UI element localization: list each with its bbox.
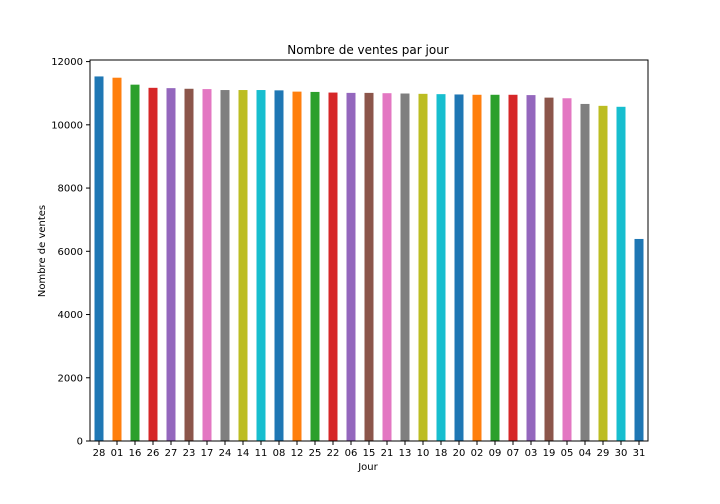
bar-13 [400, 93, 410, 441]
bar-18 [436, 94, 446, 442]
x-tick-label: 09 [489, 448, 502, 459]
x-tick-label: 08 [273, 448, 286, 459]
x-tick-label: 12 [291, 448, 304, 459]
bar-31 [634, 238, 644, 441]
x-tick-label: 22 [327, 448, 340, 459]
bar-19 [544, 97, 554, 441]
x-ticks-group: 28 01 16 26 27 23 17 24 14 11 08 12 25 22 06 15 21 13 10 18… [93, 441, 646, 459]
x-tick-label: 28 [93, 448, 106, 459]
x-tick-label: 20 [453, 448, 466, 459]
x-tick-label: 11 [255, 448, 268, 459]
x-tick-label: 05 [561, 448, 574, 459]
y-tick-label: 2000 [58, 373, 83, 384]
bar-15 [364, 92, 374, 441]
bar-06 [346, 92, 356, 441]
y-tick-label: 8000 [58, 184, 83, 195]
x-tick-label: 13 [399, 448, 412, 459]
y-tick-label: 6000 [58, 247, 83, 258]
plot-frame [89, 59, 649, 442]
bar-03 [526, 95, 536, 442]
bar-07 [508, 94, 518, 441]
x-tick-label: 24 [219, 448, 232, 459]
bar-10 [418, 93, 428, 441]
y-tick-label: 4000 [58, 310, 83, 321]
bar-16 [130, 84, 140, 442]
bar-04 [580, 103, 590, 442]
x-tick-label: 30 [615, 448, 628, 459]
bar-02 [472, 94, 482, 441]
bar-27 [166, 88, 176, 441]
bar-20 [454, 94, 464, 441]
bar-12 [292, 91, 302, 441]
x-tick-label: 31 [633, 448, 646, 459]
x-tick-label: 18 [435, 448, 448, 459]
y-tick-label: 12000 [51, 57, 83, 68]
x-tick-label: 15 [363, 448, 376, 459]
x-tick-label: 03 [525, 448, 538, 459]
bar-01 [112, 77, 122, 441]
y-axis-label: Nombre de ventes [37, 205, 48, 297]
x-tick-label: 01 [111, 448, 124, 459]
y-ticks-group: 0 2000 4000 6000 8000 10000 12000 [51, 57, 90, 448]
x-tick-label: 23 [183, 448, 196, 459]
x-tick-label: 21 [381, 448, 394, 459]
x-tick-label: 19 [543, 448, 556, 459]
bar-26 [148, 87, 158, 441]
x-tick-label: 16 [129, 448, 142, 459]
y-tick-label: 0 [77, 437, 83, 448]
bar-24 [220, 90, 230, 441]
x-tick-label: 04 [579, 448, 592, 459]
x-tick-label: 17 [201, 448, 214, 459]
x-tick-label: 06 [345, 448, 358, 459]
bar-08 [274, 90, 284, 442]
bar-22 [328, 92, 338, 441]
x-tick-label: 07 [507, 448, 520, 459]
bar-29 [598, 105, 608, 442]
bar-05 [562, 98, 572, 442]
x-tick-label: 26 [147, 448, 160, 459]
x-tick-label: 02 [471, 448, 484, 459]
x-tick-label: 29 [597, 448, 610, 459]
x-tick-label: 10 [417, 448, 430, 459]
y-tick-label: 10000 [51, 120, 83, 131]
x-tick-label: 14 [237, 448, 250, 459]
bar-14 [238, 90, 248, 441]
chart-title: Nombre de ventes par jour [287, 43, 449, 57]
bars-group [94, 76, 644, 442]
bar-30 [616, 106, 626, 442]
bar-11 [256, 90, 266, 441]
bar-09 [490, 94, 500, 441]
bar-17 [202, 89, 212, 441]
x-tick-label: 25 [309, 448, 322, 459]
x-tick-label: 27 [165, 448, 178, 459]
bar-25 [310, 91, 320, 441]
bar-21 [382, 93, 392, 442]
bar-23 [184, 88, 194, 441]
x-axis-label: Jour [357, 462, 378, 473]
bar-28 [94, 76, 104, 441]
